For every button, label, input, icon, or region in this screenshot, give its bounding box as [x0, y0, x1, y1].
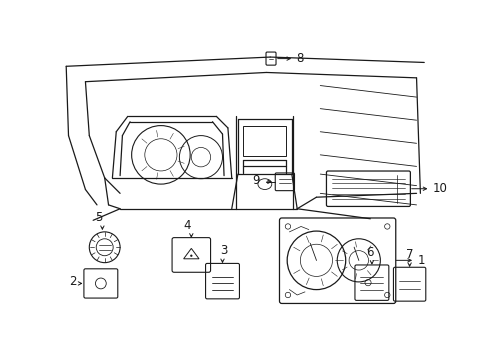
Circle shape: [285, 224, 290, 229]
Text: 6: 6: [366, 246, 373, 259]
Text: 3: 3: [220, 244, 227, 257]
Text: 1: 1: [416, 254, 424, 267]
Text: 7: 7: [405, 248, 412, 261]
Text: 4: 4: [183, 219, 191, 232]
Circle shape: [384, 224, 389, 229]
Text: 5: 5: [95, 211, 102, 224]
Text: 10: 10: [432, 182, 447, 195]
Text: 9: 9: [251, 174, 259, 187]
Circle shape: [384, 292, 389, 298]
Bar: [243, 126, 285, 156]
Text: 8: 8: [296, 52, 303, 65]
Circle shape: [285, 292, 290, 298]
Text: 2: 2: [69, 275, 76, 288]
Circle shape: [190, 255, 192, 257]
